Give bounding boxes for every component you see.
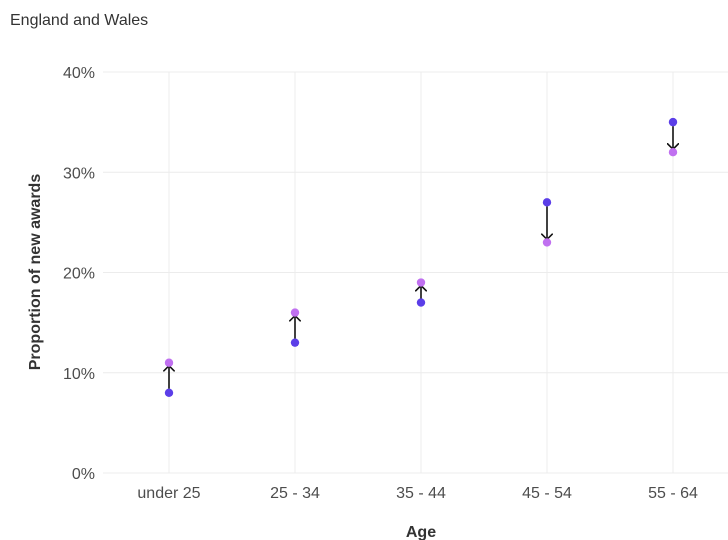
data-point-start — [668, 117, 678, 127]
data-point-start — [416, 298, 426, 307]
data-point-end — [416, 278, 426, 287]
data-point-start — [164, 388, 174, 397]
data-point-start — [542, 198, 552, 207]
x-axis-title: Age — [406, 524, 436, 540]
x-axis: under 25 25 - 34 35 - 44 45 - 54 55 - 64 — [137, 485, 698, 502]
data-point-end — [668, 148, 678, 157]
x-tick-label: 45 - 54 — [522, 485, 572, 502]
y-tick-label: 20% — [63, 266, 95, 283]
y-tick-label: 30% — [63, 165, 95, 182]
x-tick-label: 25 - 34 — [270, 485, 320, 502]
data-point-end — [542, 238, 552, 247]
change-arrows — [169, 126, 673, 389]
x-tick-label: under 25 — [137, 485, 200, 502]
y-tick-label: 10% — [63, 366, 95, 383]
x-tick-label: 35 - 44 — [396, 485, 446, 502]
data-point-start — [290, 338, 300, 347]
gridlines — [103, 71, 728, 474]
y-axis: 0% 10% 20% 30% 40% — [63, 65, 95, 483]
data-point-end — [164, 358, 174, 367]
chart-subtitle: England and Wales — [10, 12, 149, 29]
y-tick-label: 0% — [72, 466, 95, 483]
data-points — [164, 117, 678, 397]
data-point-end — [290, 308, 300, 317]
x-tick-label: 55 - 64 — [648, 485, 698, 502]
y-axis-title: Proportion of new awards — [27, 174, 44, 371]
y-tick-label: 40% — [63, 65, 95, 82]
